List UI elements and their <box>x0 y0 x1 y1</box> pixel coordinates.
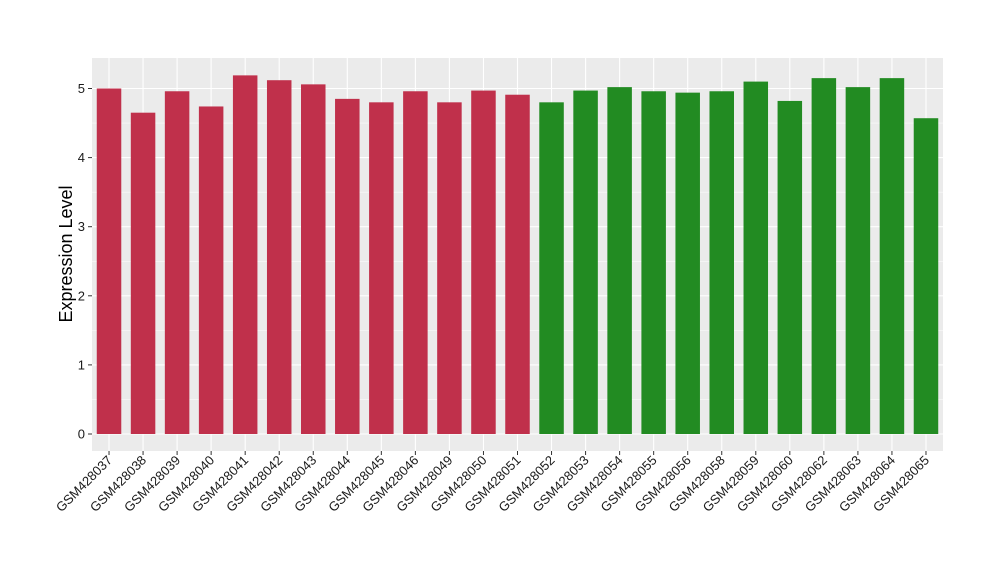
bar-gsm428040 <box>198 106 224 434</box>
y-tick-label: 4 <box>78 150 85 165</box>
bar-gsm428064 <box>879 78 905 434</box>
bar-gsm428050 <box>471 90 496 434</box>
bar-gsm428045 <box>369 102 394 434</box>
y-tick-label: 3 <box>78 219 85 234</box>
y-tick-label: 5 <box>78 81 85 96</box>
bar-gsm428039 <box>164 91 190 434</box>
bar-gsm428054 <box>607 87 632 435</box>
bar-gsm428055 <box>641 91 666 434</box>
y-tick-label: 0 <box>78 427 85 442</box>
bar-gsm428043 <box>301 84 326 434</box>
x-axis: GSM428037GSM428038GSM428039GSM428040GSM4… <box>53 451 932 515</box>
bar-gsm428037 <box>96 88 122 434</box>
bar-gsm428052 <box>539 102 564 434</box>
bar-gsm428042 <box>266 80 292 434</box>
bar-gsm428041 <box>232 75 258 434</box>
bar-gsm428056 <box>675 92 700 435</box>
y-tick-label: 1 <box>78 357 85 372</box>
bar-gsm428051 <box>505 94 530 435</box>
bar-gsm428046 <box>403 91 428 434</box>
bar-gsm428044 <box>335 98 360 435</box>
bar-gsm428049 <box>437 102 462 434</box>
y-axis: 0 1 2 3 4 5 <box>78 81 92 442</box>
bar-gsm428062 <box>811 78 837 434</box>
bar-gsm428060 <box>777 100 803 435</box>
bar-gsm428063 <box>845 87 871 435</box>
y-axis-title: Expression Level <box>56 185 76 322</box>
y-tick-label: 2 <box>78 288 85 303</box>
bars-layer <box>96 75 939 435</box>
bar-gsm428053 <box>573 90 598 434</box>
bar-gsm428058 <box>709 91 734 434</box>
bar-gsm428059 <box>743 81 769 434</box>
bar-gsm428065 <box>913 118 939 434</box>
bar-gsm428038 <box>130 112 156 434</box>
